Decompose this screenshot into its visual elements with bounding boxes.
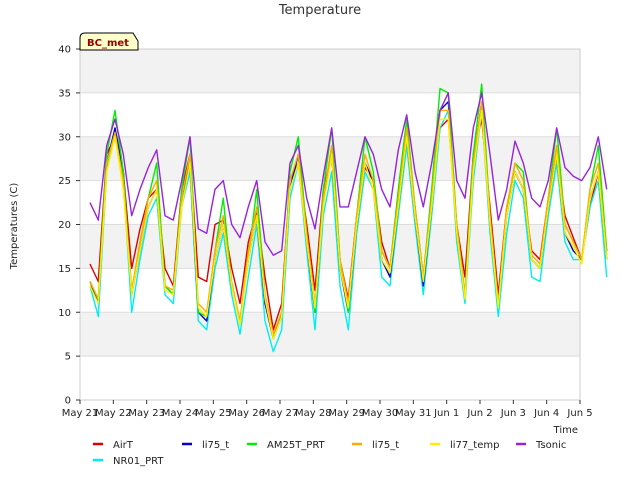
plot-band	[80, 356, 580, 400]
y-tick-label: 40	[58, 45, 71, 56]
station-badge: BC_met	[79, 32, 139, 51]
legend-item: AirT	[93, 440, 134, 451]
legend-label: AM25T_PRT	[267, 440, 326, 451]
legend-item: li75_t	[352, 440, 399, 451]
legend-item: Tsonic	[516, 440, 566, 451]
legend-label: Tsonic	[535, 440, 566, 451]
x-tick-label: May 27	[262, 408, 299, 419]
x-tick-label: May 28	[295, 408, 332, 419]
y-tick-label: 0	[65, 396, 71, 407]
plot-band	[80, 268, 580, 313]
y-axis-ticks: 0 5 10 15 20 25 30 35 40	[58, 45, 80, 407]
plot-band	[80, 312, 580, 357]
series-line-5	[89, 109, 608, 340]
legend-label: li75_t	[372, 440, 399, 451]
y-tick-label: 5	[65, 352, 71, 363]
badge-shape	[79, 32, 139, 51]
legend-label: AirT	[113, 440, 134, 451]
x-tick-label: Jun 5	[566, 408, 592, 419]
y-tick-label: 30	[58, 132, 71, 143]
legend-item: AM25T_PRT	[247, 440, 326, 451]
chart-title: Temperature	[278, 3, 361, 18]
y-tick-label: 25	[58, 176, 71, 187]
x-tick-label: May 31	[395, 408, 432, 419]
x-tick-label: May 24	[162, 408, 199, 419]
plot-band	[80, 49, 580, 93]
y-tick-label: 10	[58, 308, 71, 319]
y-tick-label: 35	[58, 88, 71, 99]
legend-label: li75_t	[202, 440, 229, 451]
plot-band	[80, 92, 580, 137]
x-tick-label: May 25	[195, 408, 232, 419]
x-tick-label: May 30	[362, 408, 399, 419]
x-tick-label: Jun 1	[433, 408, 459, 419]
x-tick-label: May 26	[228, 408, 265, 419]
y-axis-label: Temperatures (C)	[9, 183, 20, 271]
series-lines	[89, 83, 608, 353]
series-line-6	[89, 92, 608, 256]
x-tick-label: Jun 4	[533, 408, 559, 419]
legend: AirT li75_t AM25T_PRT li75_t li77_temp Tsonic…	[93, 440, 566, 467]
x-tick-label: Jun 2	[466, 408, 492, 419]
legend-label: li77_temp	[450, 440, 499, 451]
y-tick-label: 15	[58, 264, 71, 275]
legend-item: li75_t	[182, 440, 229, 451]
y-tick-label: 20	[58, 220, 71, 231]
x-tick-label: May 23	[128, 408, 165, 419]
legend-item: NR01_PRT	[93, 456, 164, 467]
x-axis-label: Time	[553, 425, 578, 436]
legend-item: li77_temp	[430, 440, 499, 451]
legend-label: NR01_PRT	[113, 456, 164, 467]
badge-label: BC_met	[87, 38, 129, 49]
x-tick-label: Jun 3	[500, 408, 526, 419]
x-tick-label: May 22	[95, 408, 132, 419]
x-tick-label: May 21	[62, 408, 99, 419]
x-tick-label: May 29	[328, 408, 365, 419]
